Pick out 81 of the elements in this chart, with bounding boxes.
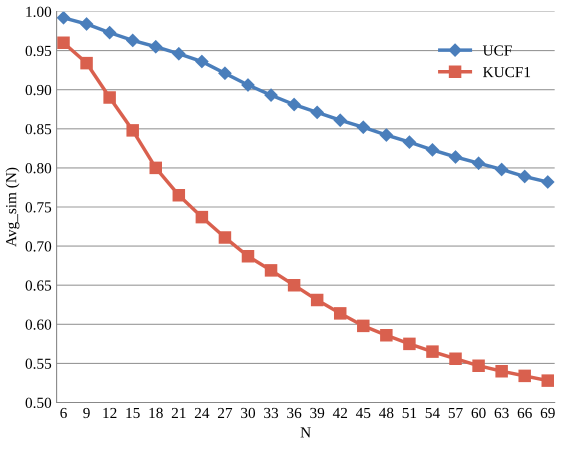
point	[518, 370, 531, 382]
x-tick-label: 12	[103, 408, 116, 418]
x-tick-label: 42	[332, 408, 348, 418]
point	[195, 54, 208, 68]
x-tick-label: 60	[472, 408, 486, 418]
point	[218, 231, 232, 244]
point	[196, 210, 208, 224]
point	[80, 17, 94, 31]
point	[288, 278, 300, 292]
point	[103, 91, 116, 104]
y-tick-label: 1.00	[26, 6, 52, 18]
point	[150, 162, 162, 174]
point	[218, 66, 232, 80]
point	[472, 156, 486, 170]
point	[172, 47, 186, 60]
point	[149, 40, 162, 54]
point	[126, 124, 139, 137]
point	[380, 329, 393, 342]
point	[288, 98, 301, 112]
y-tick-label: 0.80	[26, 163, 52, 174]
point	[310, 106, 324, 119]
point	[426, 143, 440, 156]
point	[402, 136, 416, 149]
point	[126, 34, 140, 48]
y-tick-label: 0.55	[26, 358, 52, 369]
point	[241, 78, 255, 92]
x-tick-label: 27	[218, 408, 232, 418]
point	[495, 162, 508, 176]
point	[56, 12, 70, 24]
point	[172, 189, 186, 202]
y-tick-label: 0.95	[26, 46, 52, 56]
y-tick-label: 0.85	[26, 124, 52, 134]
y-tick-label: 0.65	[26, 280, 52, 291]
y-tick-label: 0.70	[26, 241, 52, 252]
x-tick-label: 21	[172, 408, 186, 418]
x-tick-label: 63	[494, 408, 509, 418]
x-tick-label: 24	[194, 408, 210, 418]
point	[80, 56, 93, 70]
point	[57, 36, 70, 50]
point	[380, 128, 393, 142]
legend-label: UCF	[482, 45, 512, 56]
point	[495, 364, 508, 378]
x-tick-label: 33	[264, 408, 278, 418]
x-tick-label: 18	[149, 408, 163, 418]
point	[357, 320, 370, 332]
x-tick-label: 6	[60, 408, 67, 418]
x-tick-label: 57	[448, 408, 463, 418]
point	[448, 150, 462, 164]
y-tick-label: 0.75	[26, 202, 52, 213]
point	[542, 374, 554, 387]
point	[103, 26, 116, 40]
point	[264, 88, 278, 102]
x-tick-label: 69	[540, 408, 555, 418]
legend-label: KUCF1	[483, 66, 530, 78]
x-axis-title: N	[300, 427, 311, 438]
point	[356, 120, 370, 134]
point	[334, 114, 347, 127]
y-axis-title: Avg_sim (N)	[6, 168, 20, 247]
point	[242, 250, 254, 263]
y-tick-label: 0.50	[26, 398, 52, 408]
x-tick-label: 66	[518, 408, 532, 418]
x-tick-label: 54	[426, 408, 440, 418]
point	[472, 359, 485, 372]
x-tick-label: 9	[83, 408, 90, 418]
point	[518, 170, 532, 184]
point	[541, 175, 554, 189]
x-tick-label: 39	[310, 408, 324, 418]
x-tick-label: 48	[379, 408, 394, 418]
point	[403, 338, 416, 350]
y-tick-label: 0.90	[26, 84, 52, 96]
y-tick-label: 0.60	[26, 319, 52, 330]
x-tick-label: 15	[126, 408, 140, 418]
x-tick-label: 30	[241, 408, 256, 418]
point	[426, 345, 439, 358]
point	[449, 352, 462, 365]
point	[310, 294, 324, 306]
x-tick-label: 36	[287, 408, 302, 418]
x-tick-label: 51	[402, 408, 416, 418]
point	[334, 307, 346, 320]
x-tick-label: 45	[356, 408, 370, 418]
point	[264, 264, 278, 277]
